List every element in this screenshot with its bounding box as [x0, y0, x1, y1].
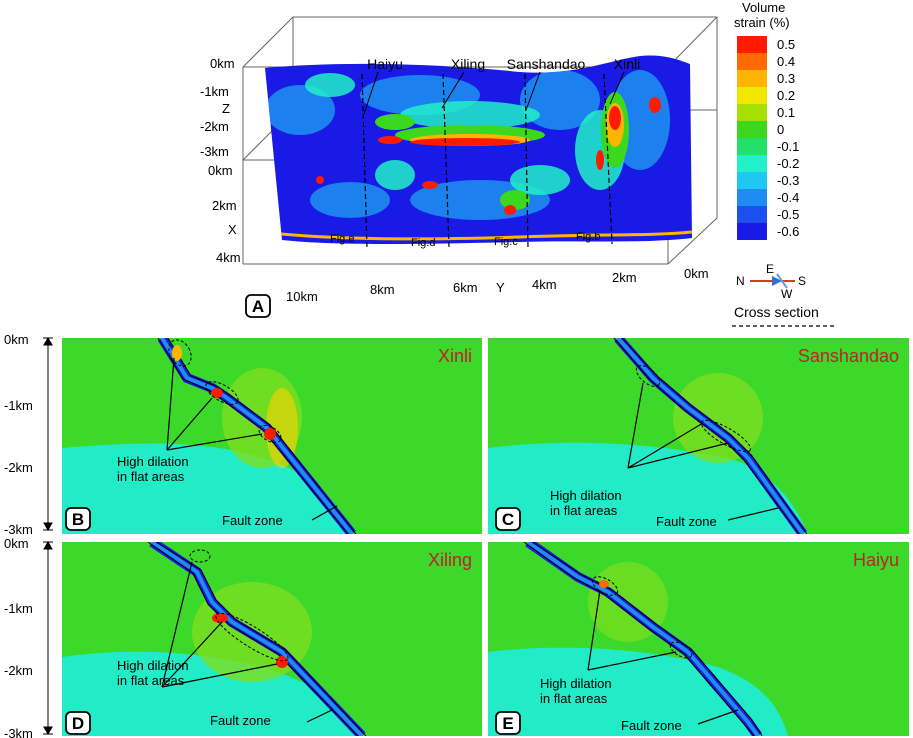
compass-e: E [766, 262, 774, 276]
depth-tick-top-0: 0km [4, 332, 29, 347]
panel-b-annotation-2: in flat areas [117, 469, 185, 484]
depth-tick-top-2: -2km [4, 460, 33, 475]
colorbar-swatch [737, 223, 767, 240]
depth-tick-bot-1: -1km [4, 601, 33, 616]
panel-e-annotation-2: in flat areas [540, 691, 608, 706]
colorbar-swatch [737, 206, 767, 223]
colorbar-swatch [737, 36, 767, 53]
y-tick-5: 0km [684, 266, 709, 281]
panel-e: Haiyu High dilation in flat areas Fault … [488, 542, 909, 736]
y-tick-1: 8km [370, 282, 395, 297]
y-tick-4: 2km [612, 270, 637, 285]
depth-tick-top-3: -3km [4, 522, 33, 537]
panel-b-annotation-1: High dilation [117, 454, 189, 469]
panel-b-section: Xinli High dilation in flat areas Fault … [62, 338, 482, 534]
depth-axis-left: 0km -1km -2km -3km 0km -1km -2km -3km [4, 332, 53, 738]
panel-letter-e: E [502, 714, 513, 733]
panel-letter-box-a [245, 294, 271, 318]
panel-c-title: Sanshandao [798, 346, 899, 366]
panel-d-title: Xiling [428, 550, 472, 570]
panel-letter-b: B [72, 510, 84, 529]
colorbar-swatch [737, 87, 767, 104]
colorbar-swatch [737, 70, 767, 87]
colorbar-tick-label: -0.1 [777, 139, 799, 154]
colorbar-tick-label: -0.2 [777, 156, 799, 171]
z-tick-1: -1km [200, 84, 229, 99]
strain-field [265, 55, 692, 245]
y-axis-label: Y [496, 280, 505, 295]
y-tick-3: 4km [532, 277, 557, 292]
depth-tick-bot-0: 0km [4, 536, 29, 551]
colorbar-tick-label: 0 [777, 122, 784, 137]
x-tick-0: 0km [208, 163, 233, 178]
z-tick-0: 0km [210, 56, 235, 71]
panel-letter-d: D [72, 714, 84, 733]
depth-tick-bot-3: -3km [4, 726, 33, 738]
panel-d-annotation-2: in flat areas [117, 673, 185, 688]
compass-icon: N E S W [736, 262, 806, 301]
panel-letter-c: C [502, 510, 514, 529]
panel-e-section: Haiyu High dilation in flat areas Fault … [488, 542, 909, 736]
panel-e-fault-label: Fault zone [621, 718, 682, 733]
panel-e-title: Haiyu [853, 550, 899, 570]
location-label-sanshandao: Sanshandao [507, 56, 586, 72]
panel-b: Xinli High dilation in flat areas Fault … [62, 338, 482, 534]
colorbar: 0.5 0.4 0.3 0.2 0.1 0 -0.1 -0.2 -0.3 -0.4 -0.5 -0.6 [737, 36, 799, 240]
panel-letter-a: A [252, 297, 264, 316]
colorbar-title-1: Volume [742, 0, 785, 15]
colorbar-swatch [737, 172, 767, 189]
colorbar-swatch [737, 138, 767, 155]
z-tick-3: -3km [200, 144, 229, 159]
colorbar-swatch [737, 121, 767, 138]
colorbar-swatch [737, 155, 767, 172]
fig-label-d: Fig.d [411, 237, 435, 249]
x-tick-1: 2km [212, 198, 237, 213]
depth-tick-top-1: -1km [4, 398, 33, 413]
panel-c-annotation-2: in flat areas [550, 503, 618, 518]
panel-a-figure: Haiyu Xiling Sanshandao Xinli Fig.e Fig.… [200, 0, 834, 327]
z-axis-label: Z [222, 101, 230, 116]
location-label-haiyu: Haiyu [367, 56, 403, 72]
panel-c-fault-label: Fault zone [656, 514, 717, 529]
panel-b-title: Xinli [438, 346, 472, 366]
cross-section-lines [361, 73, 613, 249]
colorbar-tick-label: -0.3 [777, 173, 799, 188]
colorbar-tick-label: 0.2 [777, 88, 795, 103]
colorbar-title-2: strain (%) [734, 15, 790, 30]
depth-tick-bot-2: -2km [4, 663, 33, 678]
panel-b-fault-label: Fault zone [222, 513, 283, 528]
colorbar-tick-label: 0.4 [777, 54, 795, 69]
colorbar-tick-label: -0.6 [777, 224, 799, 239]
compass-n: N [736, 274, 745, 288]
location-label-xinli: Xinli [614, 56, 640, 72]
colorbar-tick-label: -0.5 [777, 207, 799, 222]
panel-c-section: Sanshandao High dilation in flat areas F… [488, 338, 909, 534]
cross-section-legend-label: Cross section [734, 304, 819, 320]
colorbar-swatch [737, 53, 767, 70]
panel-d: Xiling High dilation in flat areas Fault… [62, 542, 482, 736]
compass-w: W [781, 287, 793, 301]
y-tick-2: 6km [453, 280, 478, 295]
panel-c-annotation-1: High dilation [550, 488, 622, 503]
x-axis-label: X [228, 222, 237, 237]
z-tick-2: -2km [200, 119, 229, 134]
panel-c: Sanshandao High dilation in flat areas F… [488, 338, 909, 534]
colorbar-tick-label: 0.3 [777, 71, 795, 86]
y-tick-0: 10km [286, 289, 318, 304]
panel-d-fault-label: Fault zone [210, 713, 271, 728]
colorbar-tick-label: 0.5 [777, 37, 795, 52]
panel-d-annotation-1: High dilation [117, 658, 189, 673]
location-label-xiling: Xiling [451, 56, 485, 72]
fig-label-b: Fig.b [576, 231, 600, 243]
fig-label-e: Fig.e [330, 233, 354, 245]
colorbar-swatch [737, 189, 767, 206]
colorbar-tick-label: 0.1 [777, 105, 795, 120]
compass-s: S [798, 274, 806, 288]
colorbar-tick-label: -0.4 [777, 190, 799, 205]
panel-e-annotation-1: High dilation [540, 676, 612, 691]
colorbar-swatch [737, 104, 767, 121]
fig-label-c: Fig.c [494, 236, 518, 248]
x-tick-2: 4km [216, 250, 241, 265]
panel-d-section: Xiling High dilation in flat areas Fault… [62, 542, 482, 736]
